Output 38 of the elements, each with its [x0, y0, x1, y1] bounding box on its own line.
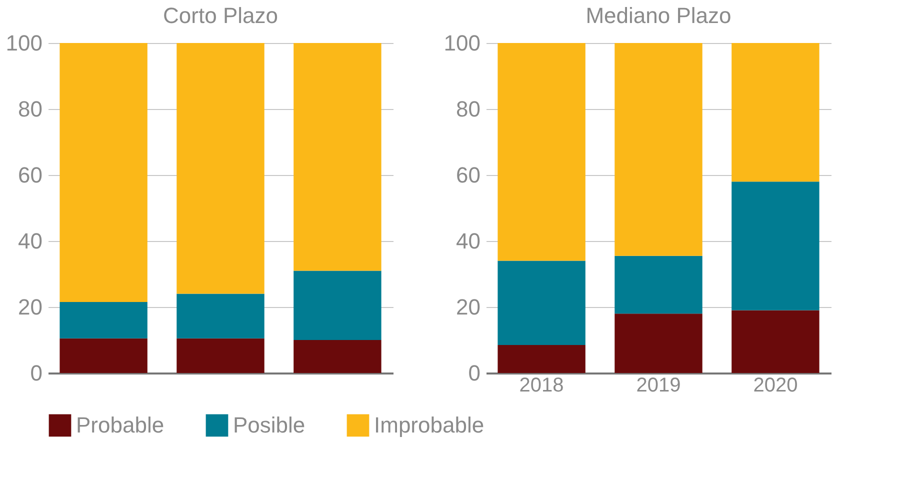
bar: [294, 340, 382, 373]
legend-label: Improbable: [374, 412, 484, 438]
x-tick-label: 2018: [519, 374, 564, 396]
bar: [614, 43, 702, 256]
x-tick-label: 2019: [636, 374, 681, 396]
y-tick-label: 20: [18, 294, 42, 320]
bar: [732, 182, 820, 310]
bar: [498, 43, 586, 261]
bar: [294, 43, 382, 271]
bar: [176, 338, 264, 373]
y-tick-label: 80: [18, 96, 42, 122]
bar: [60, 43, 148, 302]
y-tick-label: 100: [6, 30, 42, 56]
bar: [732, 310, 820, 373]
y-tick-label: 40: [456, 228, 480, 254]
x-tick-label: 2020: [753, 374, 798, 396]
bar: [498, 260, 586, 345]
y-tick-label: 0: [468, 360, 480, 386]
bar: [60, 338, 148, 373]
chart-title: Mediano Plazo: [586, 3, 732, 28]
y-tick-label: 60: [456, 162, 480, 188]
bar: [60, 302, 148, 338]
bar: [614, 314, 702, 373]
chart-title: Corto Plazo: [163, 3, 278, 28]
y-tick-label: 40: [18, 228, 42, 254]
legend-label: Probable: [76, 412, 164, 438]
bar: [176, 43, 264, 294]
bar: [732, 43, 820, 182]
bar: [498, 344, 586, 373]
y-tick-label: 60: [18, 162, 42, 188]
y-tick-label: 100: [444, 30, 480, 56]
y-tick-label: 0: [30, 360, 42, 386]
y-tick-label: 20: [456, 294, 480, 320]
bar: [294, 270, 382, 340]
bar: [614, 256, 702, 314]
legend-label: Posible: [233, 412, 306, 438]
bar: [176, 294, 264, 338]
y-tick-label: 80: [456, 96, 480, 122]
